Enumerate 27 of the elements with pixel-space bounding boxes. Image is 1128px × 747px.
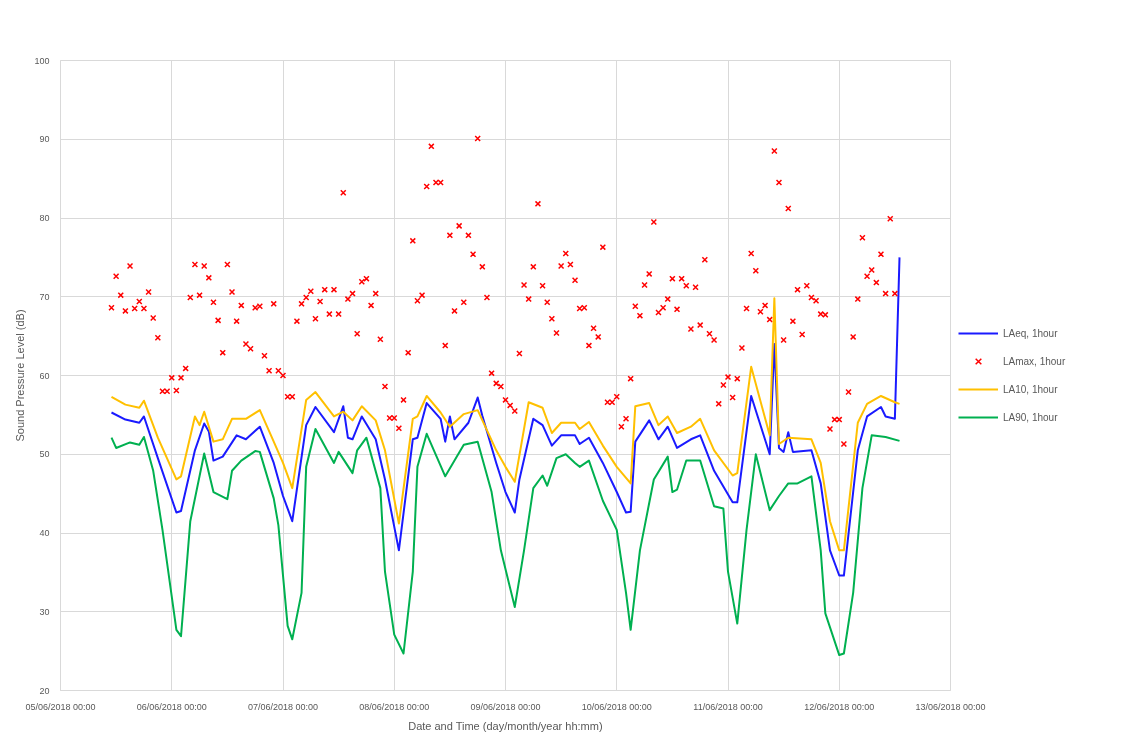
legend-label: LA10, 1hour — [1003, 383, 1058, 395]
y-tick-label: 60 — [39, 370, 50, 381]
y-tick-label: 80 — [39, 213, 50, 223]
x-tick-label: 11/06/2018 00:00 — [693, 701, 763, 712]
y-tick-label: 40 — [39, 528, 50, 538]
x-tick-label: 13/06/2018 00:00 — [915, 701, 986, 712]
y-tick-label: 30 — [39, 606, 50, 617]
y-tick-label: 70 — [39, 291, 50, 302]
line-series — [110, 297, 901, 552]
legend-label: LA90, 1hour — [1003, 411, 1058, 423]
x-tick-label: 10/06/2018 00:00 — [581, 701, 652, 712]
y-axis-title: Sound Pressure Level (dB) — [14, 309, 27, 442]
x-tick-label: 07/06/2018 00:00 — [247, 701, 319, 712]
y-tick-label: 100 — [34, 55, 50, 66]
legend-label: LAmax, 1hour — [1003, 355, 1066, 367]
x-tick-label: 08/06/2018 00:00 — [359, 701, 430, 712]
y-tick-label: 90 — [39, 134, 50, 145]
y-tick-label: 50 — [39, 449, 50, 460]
x-tick-label: 09/06/2018 00:00 — [470, 701, 541, 712]
x-axis-title: Date and Time (day/month/year hh:mm) — [408, 719, 603, 732]
legend-label: LAeq, 1hour — [1003, 327, 1058, 339]
y-tick-label: 20 — [39, 685, 50, 696]
line-series — [110, 428, 901, 657]
x-tick-label: 06/06/2018 00:00 — [136, 701, 207, 712]
x-tick-label: 05/06/2018 00:00 — [25, 701, 96, 712]
line-series — [110, 256, 901, 577]
x-tick-label: 12/06/2018 00:00 — [804, 701, 875, 712]
